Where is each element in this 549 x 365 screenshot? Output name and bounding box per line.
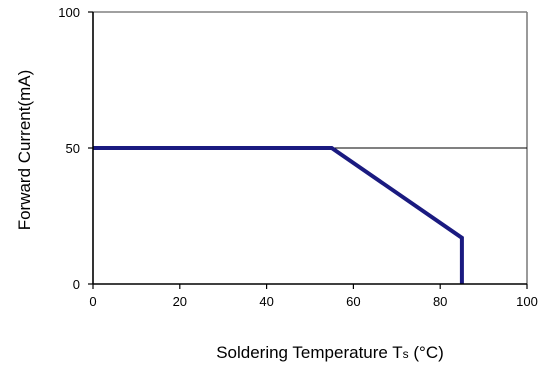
x-axis-title-subscript: s xyxy=(403,347,409,361)
y-tick-label-50: 50 xyxy=(66,141,80,156)
y-tick-labels: 0 50 100 xyxy=(58,5,80,292)
series-line-0 xyxy=(93,146,464,284)
y-axis-title: Forward Current(mA) xyxy=(15,70,34,231)
x-tick-label-0: 0 xyxy=(89,294,96,309)
x-tick-label-40: 40 xyxy=(259,294,273,309)
x-tick-label-20: 20 xyxy=(173,294,187,309)
x-axis-title-main: Soldering Temperature T xyxy=(216,343,402,362)
series-layer xyxy=(93,146,464,284)
axes-layer xyxy=(88,11,528,289)
y-tick-label-100: 100 xyxy=(58,5,80,20)
x-axis-title: Soldering Temperature Ts (°C) xyxy=(216,343,444,362)
y-tick-label-0: 0 xyxy=(73,277,80,292)
x-tick-label-100: 100 xyxy=(516,294,538,309)
x-axis-title-unit: (°C) xyxy=(409,343,444,362)
x-tick-label-80: 80 xyxy=(433,294,447,309)
x-tick-label-60: 60 xyxy=(346,294,360,309)
x-tick-labels: 0 20 40 60 80 100 xyxy=(89,294,537,309)
